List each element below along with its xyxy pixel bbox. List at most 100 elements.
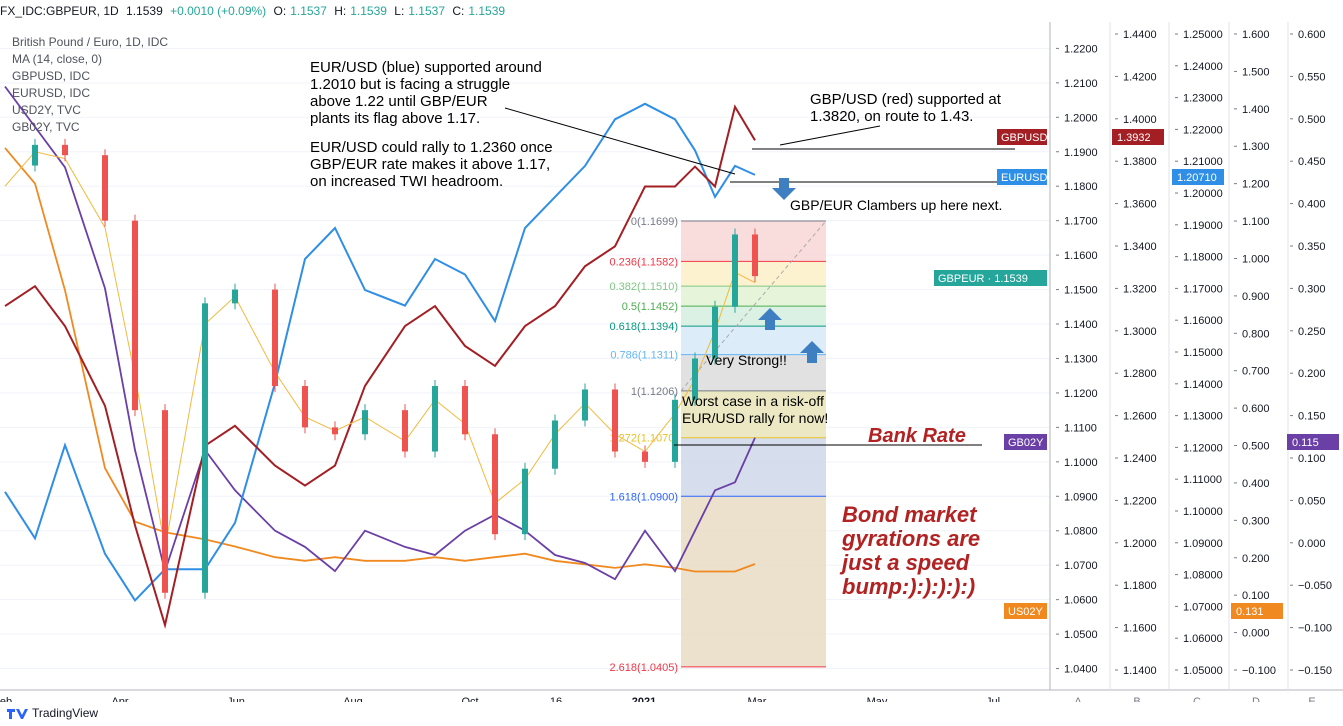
axis-tick-label: 0.350	[1298, 241, 1326, 253]
badge-value-box	[1287, 434, 1339, 450]
annotation-line: gyrations are	[841, 526, 980, 551]
axis-tick-label: 0.400	[1242, 478, 1270, 490]
axis-tick-label: 1.0700	[1064, 560, 1098, 572]
footer: TradingView	[0, 702, 1343, 726]
brand-name: TradingView	[32, 706, 99, 720]
annotation-eurusd-note2: EUR/USD could rally to 1.2360 onceGBP/EU…	[310, 139, 553, 190]
tradingview-logo[interactable]: TradingView	[6, 706, 98, 720]
badge-box	[1004, 603, 1047, 619]
axis-tick-label: 1.20000	[1183, 188, 1223, 200]
badge-label: EURUSD	[1001, 172, 1048, 184]
axis-tick-label: 1.2000	[1123, 538, 1157, 550]
axis-tick-label: 1.2000	[1064, 112, 1098, 124]
axis-tick-label: 1.08000	[1183, 570, 1223, 582]
axis-tick-label: 0.200	[1298, 368, 1326, 380]
axis-tick-label: 1.11000	[1183, 474, 1222, 486]
gbpeur-candle	[302, 386, 308, 428]
badge-box	[997, 129, 1047, 145]
price-axis-A: 1.2200 1.2100 1.2000 1.1900 1.1800 1.1700 1.16…	[1056, 22, 1111, 702]
annotation-connector	[504, 107, 736, 175]
annotation-line: Bank Rate	[868, 425, 966, 447]
axis-tick-label: 0.150	[1298, 411, 1326, 423]
axis-tick-label: 1.100	[1242, 216, 1270, 228]
time-tick-label: May	[867, 696, 888, 702]
axis-tick-label: 1.0500	[1064, 629, 1098, 641]
fib-level-label: 0.236(1.1582)	[610, 256, 679, 268]
axis-tick-label: 1.25000	[1183, 29, 1223, 41]
gbpeur-candle	[462, 386, 468, 435]
price-chart[interactable]: 0(1.1699) 0.236(1.1582) 0.382(1.1510) 0.5(1…	[0, 22, 1343, 702]
axis-tick-label: 0.600	[1242, 403, 1270, 415]
high-value: 1.1539	[350, 4, 387, 18]
symbol-name[interactable]: FX_IDC:GBPEUR, 1D	[0, 4, 119, 18]
time-tick-label: 16	[550, 696, 562, 702]
arrow-up-icon	[758, 308, 782, 330]
gbpeur-candle	[272, 289, 278, 387]
legend-entry: EURUSD, IDC	[12, 86, 90, 100]
axis-tick-label: 1.14000	[1183, 379, 1223, 391]
series-badge-gbpusd: GBPUSD 1.3932	[997, 129, 1164, 145]
axis-tick-label: 1.0400	[1064, 664, 1098, 676]
price-axes[interactable]: 1.2200 1.2100 1.2000 1.1900 1.1800 1.1700 1.16…	[0, 22, 1343, 702]
fib-level-label: 0.382(1.1510)	[610, 281, 679, 293]
price-axis-B: 1.4400 1.4200 1.4000 1.3800 1.3600 1.3400 1.32…	[1115, 22, 1170, 702]
axis-tick-label: 1.0600	[1064, 595, 1098, 607]
axis-tick-label: 1.400	[1242, 104, 1270, 116]
chart-legend: British Pound / Euro, 1D, IDC MA (14, clo…	[12, 35, 168, 134]
axis-tick-label: 0.800	[1242, 328, 1270, 340]
axis-tick-label: 1.22000	[1183, 124, 1223, 136]
badge-box	[934, 270, 1047, 286]
time-tick-label: eb	[0, 696, 12, 702]
axis-tick-label: 1.07000	[1183, 601, 1223, 613]
gb02y-line	[4, 85, 756, 581]
axis-tick-label: 1.09000	[1183, 538, 1223, 550]
ma-line	[4, 151, 756, 549]
badge-value-box	[1231, 603, 1283, 619]
annotation-line: bump:):):):):)	[842, 574, 975, 599]
axis-tick-label: 1.1800	[1064, 181, 1098, 193]
axis-tick-label: 0.700	[1242, 366, 1270, 378]
time-tick-label: Mar	[748, 696, 767, 702]
fib-level-label: 0.5(1.1452)	[622, 301, 678, 313]
axis-tick-label: 1.1400	[1064, 319, 1098, 331]
axis-tick-label: 0.100	[1298, 453, 1326, 465]
axis-tick-label: 1.4000	[1123, 114, 1157, 126]
annotation-line: on increased TWI headroom.	[310, 173, 503, 190]
axis-tick-label: 1.0800	[1064, 526, 1098, 538]
legend-entry: GB02Y, TVC	[12, 120, 80, 134]
axis-tick-label: 1.3800	[1123, 156, 1157, 168]
low-value: 1.1537	[408, 4, 445, 18]
high-label: H:	[334, 4, 347, 18]
fib-level-label: 1.272(1.1070)	[610, 433, 679, 445]
gbpeur-candle	[62, 144, 68, 156]
axis-tick-label: 0.000	[1298, 538, 1326, 550]
axis-tick-label: 1.600	[1242, 29, 1270, 41]
gbpeur-candle	[102, 155, 108, 221]
badge-value: 0.115	[1292, 437, 1319, 449]
fib-band	[681, 286, 826, 307]
annotation-line: GBP/EUR Clambers up here next.	[790, 197, 1002, 213]
axis-tick-label: 0.400	[1298, 199, 1326, 211]
axis-tick-label: 0.300	[1242, 515, 1270, 527]
axis-tick-label: 0.000	[1242, 628, 1270, 640]
time-tick-label: 2021	[632, 696, 656, 702]
gbpeur-candle	[522, 468, 528, 535]
us02y-line	[4, 147, 756, 573]
badge-value-box	[1112, 129, 1164, 145]
annotation-line: Very Strong!!	[706, 352, 787, 368]
gbpeur-candle	[232, 289, 238, 304]
time-tick-label: Oct	[461, 696, 478, 702]
fibonacci-retracement[interactable]: 0(1.1699) 0.236(1.1582) 0.382(1.1510) 0.5(1…	[0, 47, 1050, 674]
axis-tick-label: 0.500	[1242, 441, 1270, 453]
axis-id-label: D	[1252, 696, 1260, 702]
axis-tick-label: 0.500	[1298, 114, 1326, 126]
axis-tick-label: 0.900	[1242, 291, 1270, 303]
time-tick-label: Jul	[986, 696, 1000, 702]
axis-tick-label: 1.10000	[1183, 506, 1223, 518]
time-axis[interactable]: eb Apr Jun Aug Oct 16 2021 Mar May Jul	[0, 696, 1000, 702]
tradingview-logo-icon	[7, 709, 28, 719]
price-axis-C: 1.25000 1.24000 1.23000 1.22000 1.21000 1.200…	[1175, 22, 1230, 702]
close-label: C:	[452, 4, 465, 18]
